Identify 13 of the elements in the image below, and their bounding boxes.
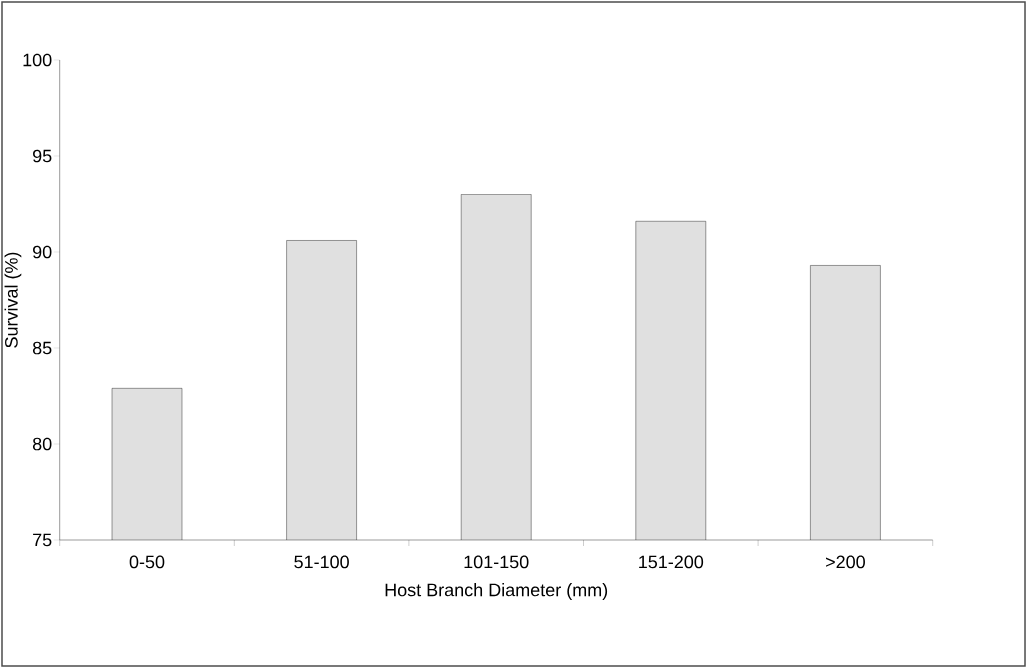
y-tick-label: 75 bbox=[33, 533, 52, 547]
y-tick-label: 90 bbox=[33, 245, 52, 259]
y-tick-label: 100 bbox=[23, 53, 52, 67]
y-tick-label: 85 bbox=[32, 341, 52, 355]
x-axis-title: Host Branch Diameter (mm) bbox=[385, 583, 608, 600]
x-tick-label: >200 bbox=[826, 555, 865, 569]
x-tick-label: 151-200 bbox=[639, 555, 704, 569]
y-tick-label: 80 bbox=[32, 437, 52, 451]
x-tick-label: 51-100 bbox=[294, 555, 349, 569]
x-tick-label: 101-150 bbox=[464, 555, 529, 569]
x-tick-label: 0-50 bbox=[129, 555, 165, 569]
y-tick-label: 95 bbox=[33, 149, 52, 163]
y-axis-title: Survival (%) bbox=[4, 252, 22, 348]
